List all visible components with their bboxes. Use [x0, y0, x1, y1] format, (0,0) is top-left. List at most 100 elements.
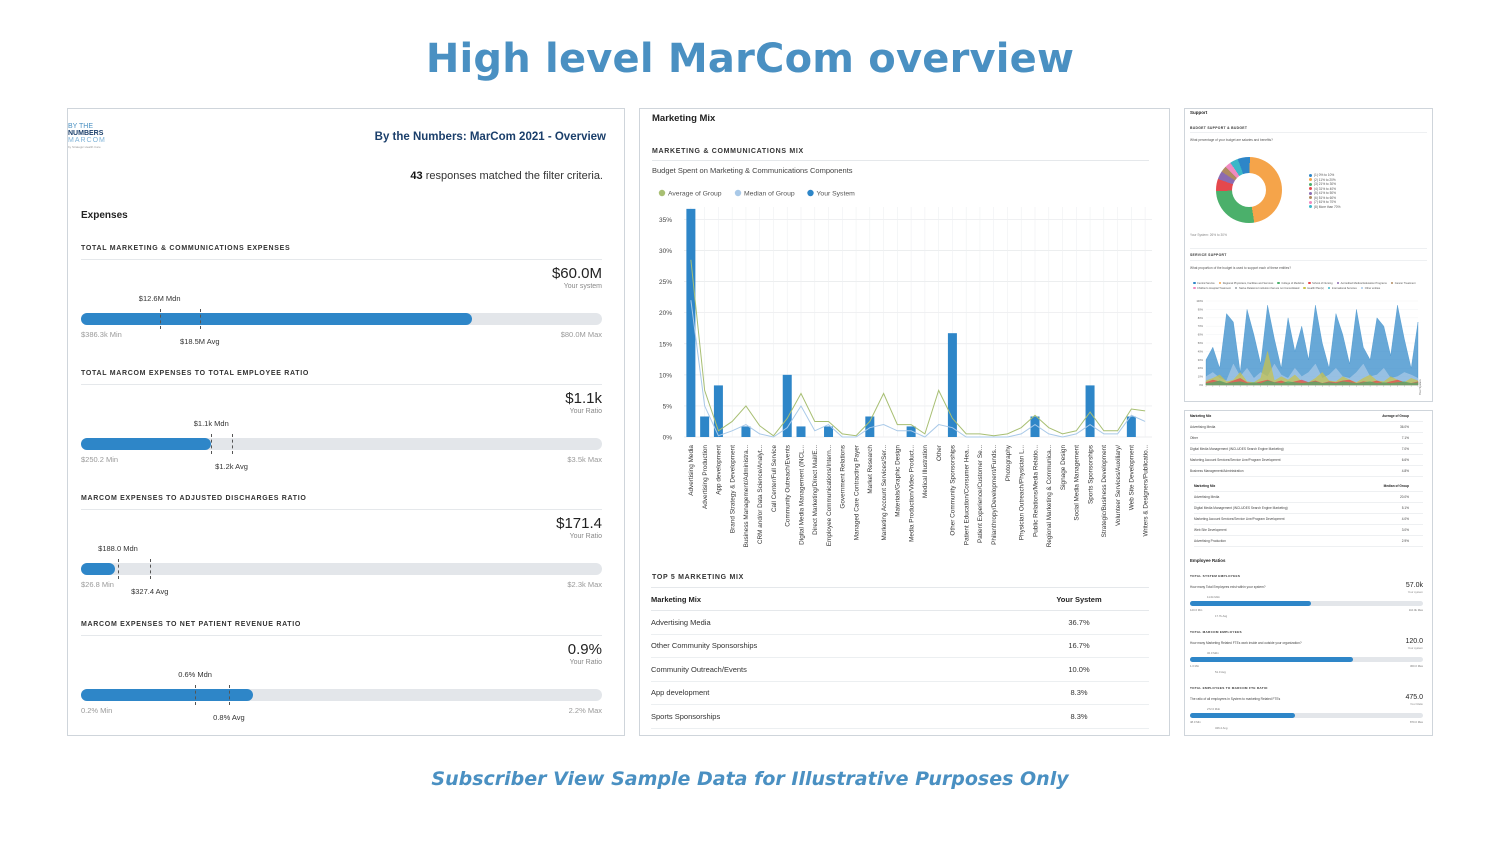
mix-section-title: MARKETING & COMMUNICATIONS MIX — [652, 148, 804, 155]
legend-label: (1) 0% to 10% — [1314, 173, 1335, 178]
average-label: 0.8% Avg — [213, 713, 245, 722]
metric-label: TOTAL EMPLOYEES TO MARCOM FTE RATIO — [1190, 686, 1268, 690]
legend-label: College of Medicine — [1281, 281, 1305, 285]
employee-metric: TOTAL EMPLOYEES TO MARCOM FTE RATIO The r… — [1185, 686, 1432, 735]
x-tick-label: Physician Outreach/Physician L... — [1019, 445, 1026, 540]
x-tick-label: Managed Care Contracting Payer — [853, 444, 860, 540]
mix-item-name: Other — [1190, 436, 1198, 440]
legend-marker — [807, 189, 814, 197]
metric-value: $1.1k — [565, 390, 602, 407]
donut-hole — [1232, 173, 1266, 207]
legend-marker — [1309, 191, 1312, 195]
mix-item-name: App development — [651, 681, 1009, 705]
metric-range-bar — [1190, 657, 1423, 662]
x-tick-label: Strategic/Business Development — [1101, 445, 1108, 538]
page-title: High level MarCom overview — [425, 36, 1075, 82]
metric-value: $60.0M — [551, 265, 602, 282]
min-label: 120.0 Min — [1190, 608, 1203, 612]
average-label: 51.0 Avg — [1215, 670, 1226, 674]
legend-marker — [1309, 182, 1312, 186]
header-median-of-group: Median of Group — [1383, 484, 1409, 488]
legend-label: (2) 11% to 20% — [1314, 177, 1336, 182]
header-marketing-mix: Marketing Mix — [1190, 414, 1212, 418]
table-row: Web Site Development 3.0% — [1194, 525, 1423, 536]
min-label: $386.3k Min — [81, 330, 122, 339]
mix-item-name: Advertising Media — [1190, 425, 1216, 429]
x-tick-label: Writers & Designers/Publicatio... — [1142, 445, 1149, 537]
metric-sublabel: Your system — [563, 283, 602, 290]
bar — [906, 426, 916, 437]
legend-label: (8) More than 70% — [1314, 204, 1341, 209]
legend-marker — [1303, 286, 1306, 290]
top5-title: TOP 5 MARKETING MIX — [652, 574, 744, 581]
mix-item-name: Digital Media Management (INCLUDES Searc… — [1190, 447, 1284, 451]
area-series — [1205, 305, 1419, 386]
legend-label: (3) 21% to 30% — [1314, 182, 1336, 187]
employee-ratios-title: Employee Ratios — [1190, 558, 1226, 563]
logo-line-2: NUMBERS — [68, 130, 104, 137]
legend-item: Children's Hospital Treatment — [1193, 286, 1231, 290]
table-row: Community Outreach/Events 10.0% — [651, 657, 1149, 682]
x-tick-label: Advertising Media — [688, 445, 695, 496]
x-tick-label: Business Management/Administra... — [743, 445, 750, 548]
x-tick-label: Philanthropy/Development/Funds... — [991, 445, 998, 545]
legend-item: Native Relations Institution that are no… — [1234, 286, 1299, 290]
metric-range-fill — [81, 689, 253, 701]
legend-item: School of Nursing — [1308, 281, 1333, 285]
legend-marker — [1218, 281, 1222, 285]
min-label: 0.2% Min — [81, 706, 113, 715]
legend-marker — [1234, 286, 1238, 290]
bar — [700, 416, 710, 437]
expense-metric: TOTAL MARKETING & COMMUNICATIONS EXPENSE… — [68, 245, 624, 370]
responses-text: responses matched the filter criteria. — [425, 170, 603, 182]
overview-panel: BY THE NUMBERS MARCOM by Strategic Healt… — [67, 108, 625, 736]
support-panel: Support BUDGET SUPPORT & BUDGET What per… — [1184, 108, 1433, 402]
median-marker — [117, 559, 119, 579]
legend-label: Other entities — [1364, 286, 1381, 290]
budget-support-section-title: BUDGET SUPPORT & BUDGET — [1190, 126, 1248, 130]
x-tick-label: Other — [936, 444, 943, 461]
service-support-area-chart: 100% 90% 80% 70% 60% 50% 40% 30% 20% 10% 0% Your Sy… — [1196, 299, 1422, 395]
table-row: Advertising Production 2.9% — [1194, 536, 1423, 547]
legend-item: (2) 11% to 20% — [1309, 178, 1340, 183]
x-tick-label: Advertising Production — [702, 445, 709, 509]
bar — [1030, 416, 1040, 437]
x-tick-label: Market Research — [867, 445, 874, 494]
legend-label: Cancer Treatment — [1394, 281, 1416, 285]
header-average-of-group: Average of Group — [1382, 414, 1409, 418]
responses-count: 43 — [410, 170, 423, 182]
x-tick-label: Community Outreach/Events — [785, 445, 792, 527]
y-tick-label: 35% — [659, 217, 672, 224]
divider — [81, 635, 602, 636]
legend-marker — [1309, 205, 1312, 209]
metric-label: TOTAL MARCOM EXPENSES TO TOTAL EMPLOYEE … — [81, 370, 310, 377]
y-tick-label: 60% — [1198, 333, 1204, 337]
divider — [81, 509, 602, 510]
mix-item-average: 36.0% — [1399, 425, 1409, 429]
metric-range-bar — [81, 434, 602, 454]
divider — [81, 259, 602, 260]
y-tick-label: 20% — [1198, 366, 1204, 370]
y-tick-label: 40% — [1198, 349, 1204, 353]
area-series — [1205, 380, 1419, 386]
y-tick-label: 0% — [1199, 383, 1203, 387]
metric-range-bar — [1190, 713, 1423, 718]
bar — [1126, 416, 1136, 437]
x-tick-label: Government Relations — [840, 445, 847, 509]
divider — [652, 160, 1149, 161]
mix-item-name: Marketing Account Services/Service Line/… — [1190, 458, 1281, 462]
mix-item-name: Web Site Development — [1194, 528, 1227, 532]
legend-item: Regional Physicians, Facilities and Serv… — [1218, 281, 1273, 285]
x-tick-label: Marketing Account Services/Ser... — [881, 445, 888, 541]
max-label: 300.0 Max — [1409, 664, 1423, 668]
legend-label: Your System — [817, 191, 856, 198]
bar — [782, 374, 792, 437]
legend-label: Central Service — [1197, 281, 1215, 285]
legend-marker — [1308, 281, 1311, 285]
x-tick-label: Patient Experience/Customer Se... — [977, 445, 984, 543]
average-marker — [228, 685, 230, 705]
table-row: Digital Media Management (INCLUDES Searc… — [1190, 444, 1423, 455]
x-tick-label: Digital Media Management (INCL... — [798, 445, 805, 545]
marketing-mix-chart: Average of Group Median of Group Your Syst… — [658, 189, 1152, 548]
mix-item-median: 3.0% — [1401, 528, 1409, 532]
